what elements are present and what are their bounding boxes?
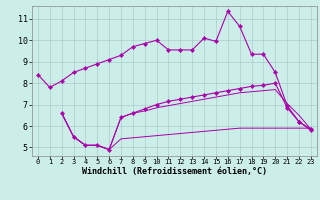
X-axis label: Windchill (Refroidissement éolien,°C): Windchill (Refroidissement éolien,°C)	[82, 167, 267, 176]
